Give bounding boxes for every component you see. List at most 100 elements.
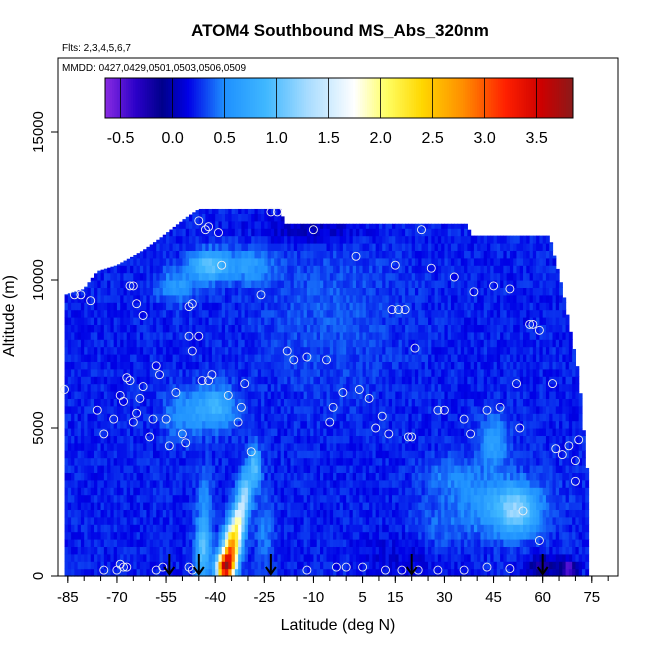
heatmap-cell bbox=[241, 208, 246, 214]
heatmap-cell bbox=[257, 435, 262, 444]
heatmap-cell bbox=[192, 243, 197, 251]
heatmap-cell bbox=[247, 331, 252, 340]
heatmap-cell bbox=[120, 487, 125, 496]
heatmap-cell bbox=[130, 450, 134, 459]
heatmap-cell bbox=[388, 465, 393, 473]
heatmap-cell bbox=[67, 293, 72, 296]
heatmap-cell bbox=[221, 213, 226, 222]
heatmap-cell bbox=[208, 531, 213, 540]
heatmap-cell bbox=[283, 546, 288, 555]
heatmap-cell bbox=[378, 472, 383, 481]
heatmap-cell bbox=[192, 361, 197, 370]
heatmap-cell bbox=[283, 368, 288, 377]
heatmap-cell bbox=[378, 546, 383, 555]
heatmap-cell bbox=[313, 465, 318, 473]
heatmap-cell bbox=[77, 546, 82, 555]
heatmap-cell bbox=[77, 516, 82, 525]
heatmap-cell bbox=[90, 287, 95, 296]
heatmap-cell bbox=[143, 331, 148, 340]
heatmap-cell bbox=[319, 531, 324, 540]
heatmap-cell bbox=[215, 346, 220, 355]
heatmap-cell bbox=[166, 479, 170, 488]
heatmap-cell bbox=[182, 257, 187, 266]
heatmap-cell bbox=[385, 457, 390, 466]
heatmap-cell bbox=[192, 257, 197, 266]
heatmap-cell bbox=[372, 280, 377, 288]
heatmap-cell bbox=[270, 383, 275, 392]
heatmap-cell bbox=[297, 383, 301, 392]
heatmap-cell bbox=[349, 376, 354, 385]
heatmap-cell bbox=[100, 309, 105, 318]
heatmap-cell bbox=[401, 472, 406, 481]
heatmap-cell bbox=[264, 287, 269, 296]
heatmap-cell bbox=[405, 502, 409, 510]
heatmap-cell bbox=[149, 391, 154, 399]
heatmap-cell bbox=[261, 391, 265, 399]
heatmap-cell bbox=[87, 383, 92, 392]
heatmap-cell bbox=[342, 280, 347, 288]
heatmap-cell bbox=[300, 502, 305, 510]
heatmap-cell bbox=[123, 472, 128, 481]
heatmap-cell bbox=[277, 368, 282, 377]
heatmap-cell bbox=[139, 479, 144, 488]
heatmap-cell bbox=[162, 383, 167, 392]
heatmap-cell bbox=[319, 235, 324, 244]
heatmap-cell bbox=[182, 265, 187, 274]
heatmap-cell bbox=[166, 354, 170, 362]
heatmap-cell bbox=[94, 294, 98, 303]
heatmap-cell bbox=[359, 339, 364, 348]
heatmap-cell bbox=[221, 561, 226, 570]
heatmap-cell bbox=[188, 317, 193, 325]
heatmap-cell bbox=[80, 546, 85, 555]
heatmap-cell bbox=[369, 235, 373, 244]
heatmap-cell bbox=[100, 269, 105, 274]
heatmap-cell bbox=[326, 383, 331, 392]
heatmap-cell bbox=[385, 235, 390, 244]
heatmap-cell bbox=[103, 272, 108, 281]
heatmap-cell bbox=[378, 265, 383, 274]
heatmap-cell bbox=[388, 420, 393, 429]
heatmap-cell bbox=[231, 465, 236, 473]
heatmap-cell bbox=[264, 479, 269, 488]
heatmap-cell bbox=[267, 539, 272, 547]
heatmap-cell bbox=[166, 331, 170, 340]
heatmap-cell bbox=[77, 509, 82, 518]
heatmap-cell bbox=[166, 435, 170, 444]
heatmap-cell bbox=[280, 383, 285, 392]
heatmap-cell bbox=[283, 265, 288, 274]
heatmap-cell bbox=[356, 524, 360, 533]
heatmap-cell bbox=[346, 265, 351, 274]
heatmap-cell bbox=[329, 339, 334, 348]
heatmap-cell bbox=[372, 405, 377, 414]
heatmap-cell bbox=[123, 494, 128, 503]
heatmap-cell bbox=[188, 479, 193, 488]
heatmap-cell bbox=[208, 272, 213, 281]
heatmap-cell bbox=[231, 339, 236, 348]
heatmap-cell bbox=[90, 479, 95, 488]
heatmap-cell bbox=[300, 257, 305, 266]
heatmap-cell bbox=[208, 354, 213, 362]
heatmap-cell bbox=[238, 346, 242, 355]
heatmap-cell bbox=[90, 391, 95, 399]
heatmap-cell bbox=[244, 472, 249, 481]
heatmap-cell bbox=[67, 450, 72, 459]
heatmap-cell bbox=[264, 228, 269, 237]
heatmap-cell bbox=[274, 435, 279, 444]
heatmap-cell bbox=[336, 561, 341, 570]
heatmap-cell bbox=[244, 391, 249, 399]
heatmap-cell bbox=[228, 524, 233, 533]
heatmap-cell bbox=[385, 568, 390, 577]
heatmap-cell bbox=[152, 294, 157, 303]
heatmap-cell bbox=[306, 339, 311, 348]
heatmap-cell bbox=[166, 509, 170, 518]
heatmap-cell bbox=[362, 494, 367, 503]
heatmap-cell bbox=[87, 324, 92, 333]
heatmap-cell bbox=[405, 317, 409, 325]
heatmap-cell bbox=[195, 294, 200, 303]
heatmap-cell bbox=[277, 553, 282, 562]
heatmap-cell bbox=[375, 405, 380, 414]
heatmap-cell bbox=[251, 294, 256, 303]
heatmap-cell bbox=[175, 302, 180, 311]
heatmap-cell bbox=[352, 553, 357, 562]
heatmap-cell bbox=[401, 368, 406, 377]
